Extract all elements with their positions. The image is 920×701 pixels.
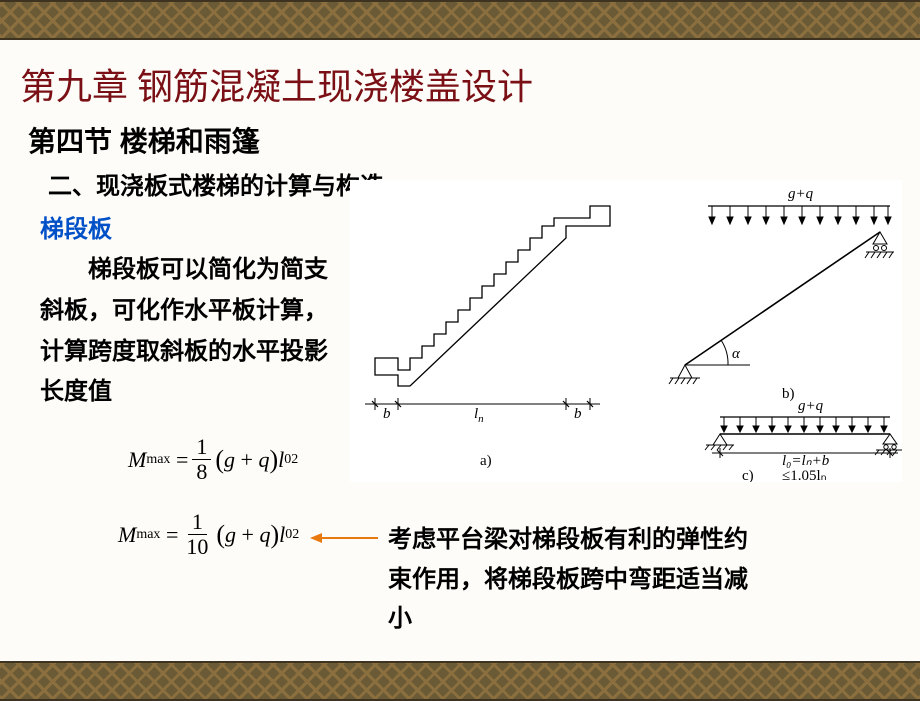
label-a: a) — [480, 453, 492, 469]
f2-rpar: ) — [270, 520, 279, 550]
leq-formula: ≤1.05lₙ — [782, 468, 827, 482]
formula-mmax-eighth: Mmax = 18 ( g + q ) l02 — [128, 435, 298, 484]
f1-den: 8 — [192, 460, 211, 484]
section-title: 第四节 楼梯和雨篷 — [28, 120, 900, 160]
chapter-title: 第九章 钢筋混凝土现浇楼盖设计 — [20, 58, 900, 110]
formula-mmax-tenth: Mmax = 110 ( g + q ) l02 — [118, 510, 299, 559]
dim-b-left: b — [383, 406, 391, 422]
f2-lsub: 0 — [285, 527, 292, 543]
f1-lpar: ( — [215, 445, 224, 475]
f1-sub: max — [146, 452, 170, 468]
figure-a: b ln b a) — [365, 206, 610, 469]
figure-stair-diagrams: b ln b a) g+q — [350, 180, 902, 482]
f2-num: 1 — [188, 510, 207, 535]
f1-q: q — [258, 447, 269, 473]
note-text: 考虑平台梁对梯段板有利的弹性约束作用，将梯段板跨中弯距适当减小 — [388, 520, 758, 639]
f1-rpar: ) — [269, 445, 278, 475]
load-label-c: g+q — [798, 398, 824, 414]
alpha-label: α — [732, 346, 741, 362]
f2-plus: + — [242, 522, 254, 548]
f1-lsub: 0 — [284, 452, 291, 468]
figure-b: g+q — [669, 186, 894, 402]
decorative-border-bottom — [0, 661, 920, 701]
f1-frac: 18 — [192, 435, 211, 484]
f1-eq: = — [176, 447, 188, 473]
dim-ln: ln — [474, 406, 484, 425]
f2-sub: max — [136, 527, 160, 543]
f2-q: q — [259, 522, 270, 548]
f2-M: M — [118, 522, 136, 548]
f2-exp: 2 — [292, 527, 299, 543]
f1-plus: + — [241, 447, 253, 473]
annotation-arrow-note: 考虑平台梁对梯段板有利的弹性约束作用，将梯段板跨中弯距适当减小 — [310, 520, 758, 639]
dim-b-right: b — [574, 406, 582, 422]
body-text-content: 梯段板可以简化为简支斜板，可化作水平板计算，计算跨度取斜板的水平投影长度值 — [40, 256, 328, 405]
f2-lpar: ( — [216, 520, 225, 550]
label-c: c) — [742, 468, 754, 482]
slide-content: 第九章 钢筋混凝土现浇楼盖设计 第四节 楼梯和雨篷 二、现浇板式楼梯的计算与构造… — [0, 40, 920, 661]
f1-M: M — [128, 447, 146, 473]
decorative-border-top — [0, 0, 920, 40]
f1-num: 1 — [192, 435, 211, 460]
f2-g: g — [225, 522, 236, 548]
arrow-left-icon — [310, 530, 380, 546]
label-b: b) — [782, 386, 795, 402]
f1-exp: 2 — [291, 452, 298, 468]
f1-g: g — [224, 447, 235, 473]
f2-eq: = — [166, 522, 178, 548]
load-label-b: g+q — [788, 186, 814, 202]
figure-c: g+q — [705, 398, 902, 482]
f2-den: 10 — [182, 535, 212, 559]
figure-svg: b ln b a) g+q — [350, 180, 902, 482]
l0-formula: l₀=lₙ+b — [782, 453, 830, 469]
f2-frac: 110 — [182, 510, 212, 559]
body-text: 梯段板可以简化为简支斜板，可化作水平板计算，计算跨度取斜板的水平投影长度值 — [40, 250, 350, 413]
